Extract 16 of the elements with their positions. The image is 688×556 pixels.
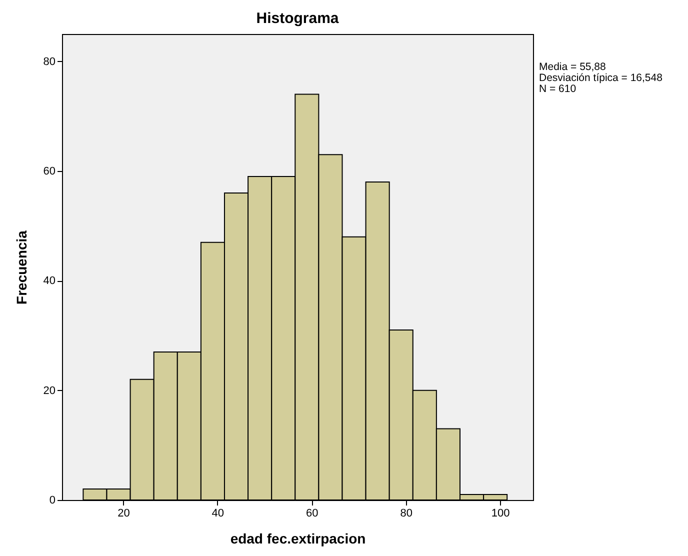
x-axis-title: edad fec.extirpacion (230, 530, 366, 546)
x-tick-label: 80 (400, 508, 412, 520)
text: Media = 55,88 (539, 61, 606, 73)
y-axis-title: Frecuencia (13, 230, 30, 304)
y-tick-label: 60 (43, 166, 56, 178)
y-tick-label: 40 (43, 275, 56, 288)
x-tick-label: 40 (212, 508, 224, 520)
y-tick-label: 0 (49, 494, 56, 506)
text: Desviación típica = 16,548 (539, 72, 663, 84)
y-tick-label: 20 (43, 384, 56, 397)
x-tick-label: 100 (491, 508, 510, 520)
x-tick-label: 20 (118, 508, 130, 520)
x-tick-label: 60 (306, 508, 318, 520)
y-tick-label: 80 (43, 56, 56, 68)
chart-title: Histograma (256, 10, 340, 27)
text: N = 610 (539, 83, 576, 95)
